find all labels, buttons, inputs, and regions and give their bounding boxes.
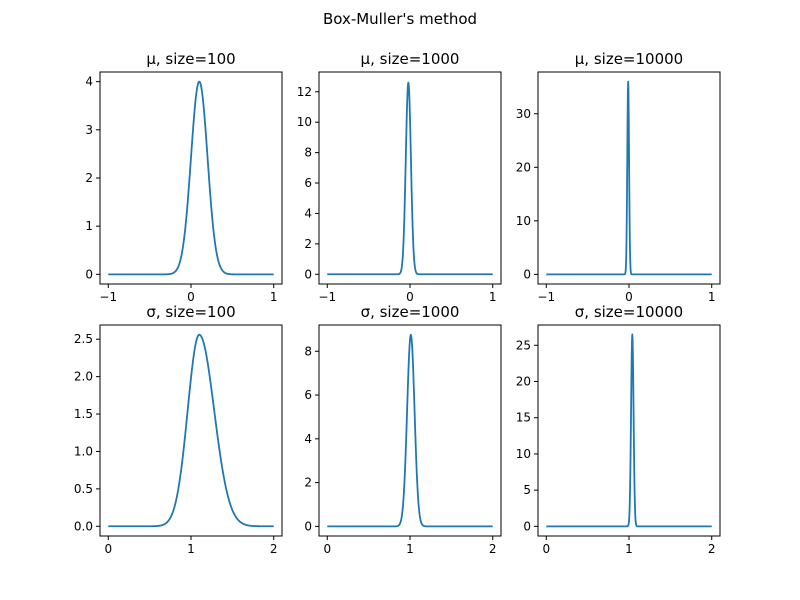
y-tick-label: 0 [523,519,531,533]
series-line [545,333,713,528]
y-tick-label: 0 [304,267,312,281]
x-tick-label: 0 [406,290,414,304]
y-tick-label: 2 [304,476,312,490]
y-tick-label: 2 [304,237,312,251]
x-tick-label: −1 [99,290,117,304]
panel-title: σ, size=10000 [575,303,683,321]
panel-4: σ, size=100 0 1 2 0.0 0.5 1.0 1.5 2.0 2.5 [74,303,283,556]
figure-title: Box-Muller's method [323,10,477,28]
panel-title: σ, size=100 [146,303,235,321]
y-tick-label: 10 [516,214,531,228]
x-tick-label: 0 [625,290,633,304]
x-tick-label: 1 [625,542,633,556]
y-tick-label: 3 [85,123,93,137]
panel-title: μ, size=10000 [575,50,683,68]
y-tick-label: 0.5 [74,482,93,496]
y-tick-label: 10 [297,115,312,129]
series-line [107,333,275,528]
y-tick-label: 12 [297,85,312,99]
x-tick-label: 1 [489,290,497,304]
x-tick-label: 1 [708,290,716,304]
y-tick-label: 2.0 [74,370,93,384]
x-tick-label: 0 [187,290,195,304]
x-tick-label: −1 [318,290,336,304]
series-line [107,80,275,276]
y-tick-label: 30 [516,107,531,121]
x-tick-label: 2 [489,542,497,556]
panel-title: μ, size=1000 [361,50,460,68]
y-tick-label: 8 [304,344,312,358]
y-tick-label: 0 [304,519,312,533]
y-tick-label: 6 [304,388,312,402]
y-tick-label: 1.0 [74,444,93,458]
y-tick-label: 25 [516,338,531,352]
axes-frame [99,324,283,537]
y-tick-label: 1.5 [74,407,93,421]
x-tick-label: 1 [406,542,414,556]
y-tick-label: 1 [85,219,93,233]
panel-title: μ, size=100 [146,50,235,68]
series-line [326,81,494,276]
x-tick-label: 2 [708,542,716,556]
y-tick-label: 4 [304,432,312,446]
x-tick-label: 0 [104,542,112,556]
y-tick-label: 0 [523,267,531,281]
y-tick-label: 10 [516,447,531,461]
y-tick-label: 5 [523,483,531,497]
y-tick-label: 20 [516,374,531,388]
y-tick-label: 20 [516,160,531,174]
y-tick-label: 2 [85,171,93,185]
x-tick-label: 1 [270,290,278,304]
y-tick-label: 15 [516,411,531,425]
x-tick-label: −1 [537,290,555,304]
panel-5: σ, size=1000 0 1 2 0 2 4 6 8 [304,303,502,556]
y-tick-label: 4 [85,75,93,89]
axes-frame [318,324,502,537]
x-tick-label: 1 [187,542,195,556]
y-tick-label: 4 [304,206,312,220]
panel-1: μ, size=100 −1 0 1 0 1 2 3 4 [85,50,283,304]
y-tick-label: 0.0 [74,519,93,533]
y-tick-label: 8 [304,146,312,160]
x-tick-label: 0 [323,542,331,556]
y-tick-label: 2.5 [74,332,93,346]
x-tick-label: 0 [542,542,550,556]
series-line [545,80,713,276]
y-tick-label: 6 [304,176,312,190]
panel-title: σ, size=1000 [361,303,460,321]
series-line [326,333,494,528]
y-tick-label: 0 [85,267,93,281]
axes-frame [99,71,283,285]
x-tick-label: 2 [270,542,278,556]
